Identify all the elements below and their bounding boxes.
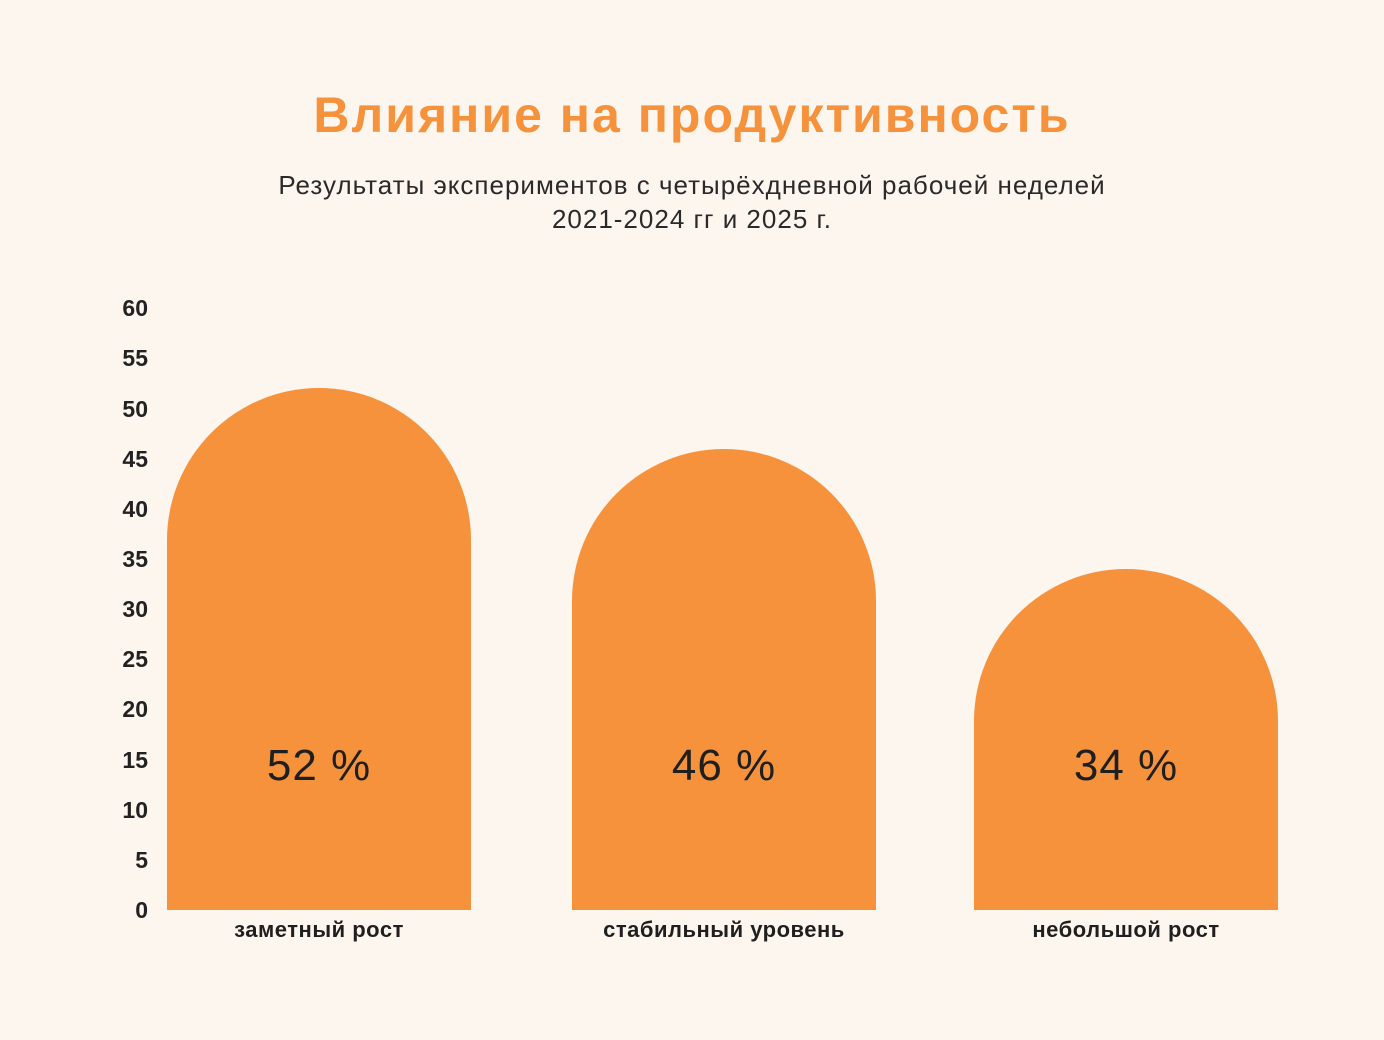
bar-value-label: 46 % [671, 741, 777, 790]
bar-value-label: 52 % [266, 741, 372, 790]
subtitle-line-1: Результаты экспериментов с четырёхдневно… [278, 170, 1106, 200]
bar [974, 568, 1278, 910]
subtitle-line-2: 2021-2024 гг и 2025 г. [551, 204, 833, 234]
y-axis-tick-label: 60 [122, 295, 148, 322]
y-axis-tick-label: 20 [122, 696, 148, 723]
bar [167, 388, 471, 910]
y-axis-tick-label: 50 [122, 395, 148, 422]
y-axis-tick-label: 10 [122, 796, 148, 823]
bar-category-label: небольшой рост [1032, 917, 1220, 942]
y-axis-tick-label: 0 [135, 897, 148, 923]
y-axis-tick-label: 25 [122, 646, 148, 673]
y-axis-tick-label: 35 [122, 545, 148, 572]
y-axis-tick-label: 5 [135, 846, 148, 873]
bar [572, 448, 876, 910]
page-title: Влияние на продуктивность [313, 87, 1071, 143]
bar-category-label: стабильный уровень [603, 917, 845, 942]
y-axis-tick-label: 45 [122, 445, 148, 472]
chart-subtitle: Результаты экспериментов с четырёхдневно… [0, 168, 1384, 236]
y-axis-tick-label: 40 [122, 495, 148, 522]
bar-category-label: заметный рост [234, 917, 404, 942]
y-axis-tick-label: 15 [122, 746, 148, 773]
y-axis-tick-label: 55 [122, 345, 148, 372]
bar-value-label: 34 % [1073, 741, 1179, 790]
y-axis-tick-label: 30 [122, 596, 148, 623]
